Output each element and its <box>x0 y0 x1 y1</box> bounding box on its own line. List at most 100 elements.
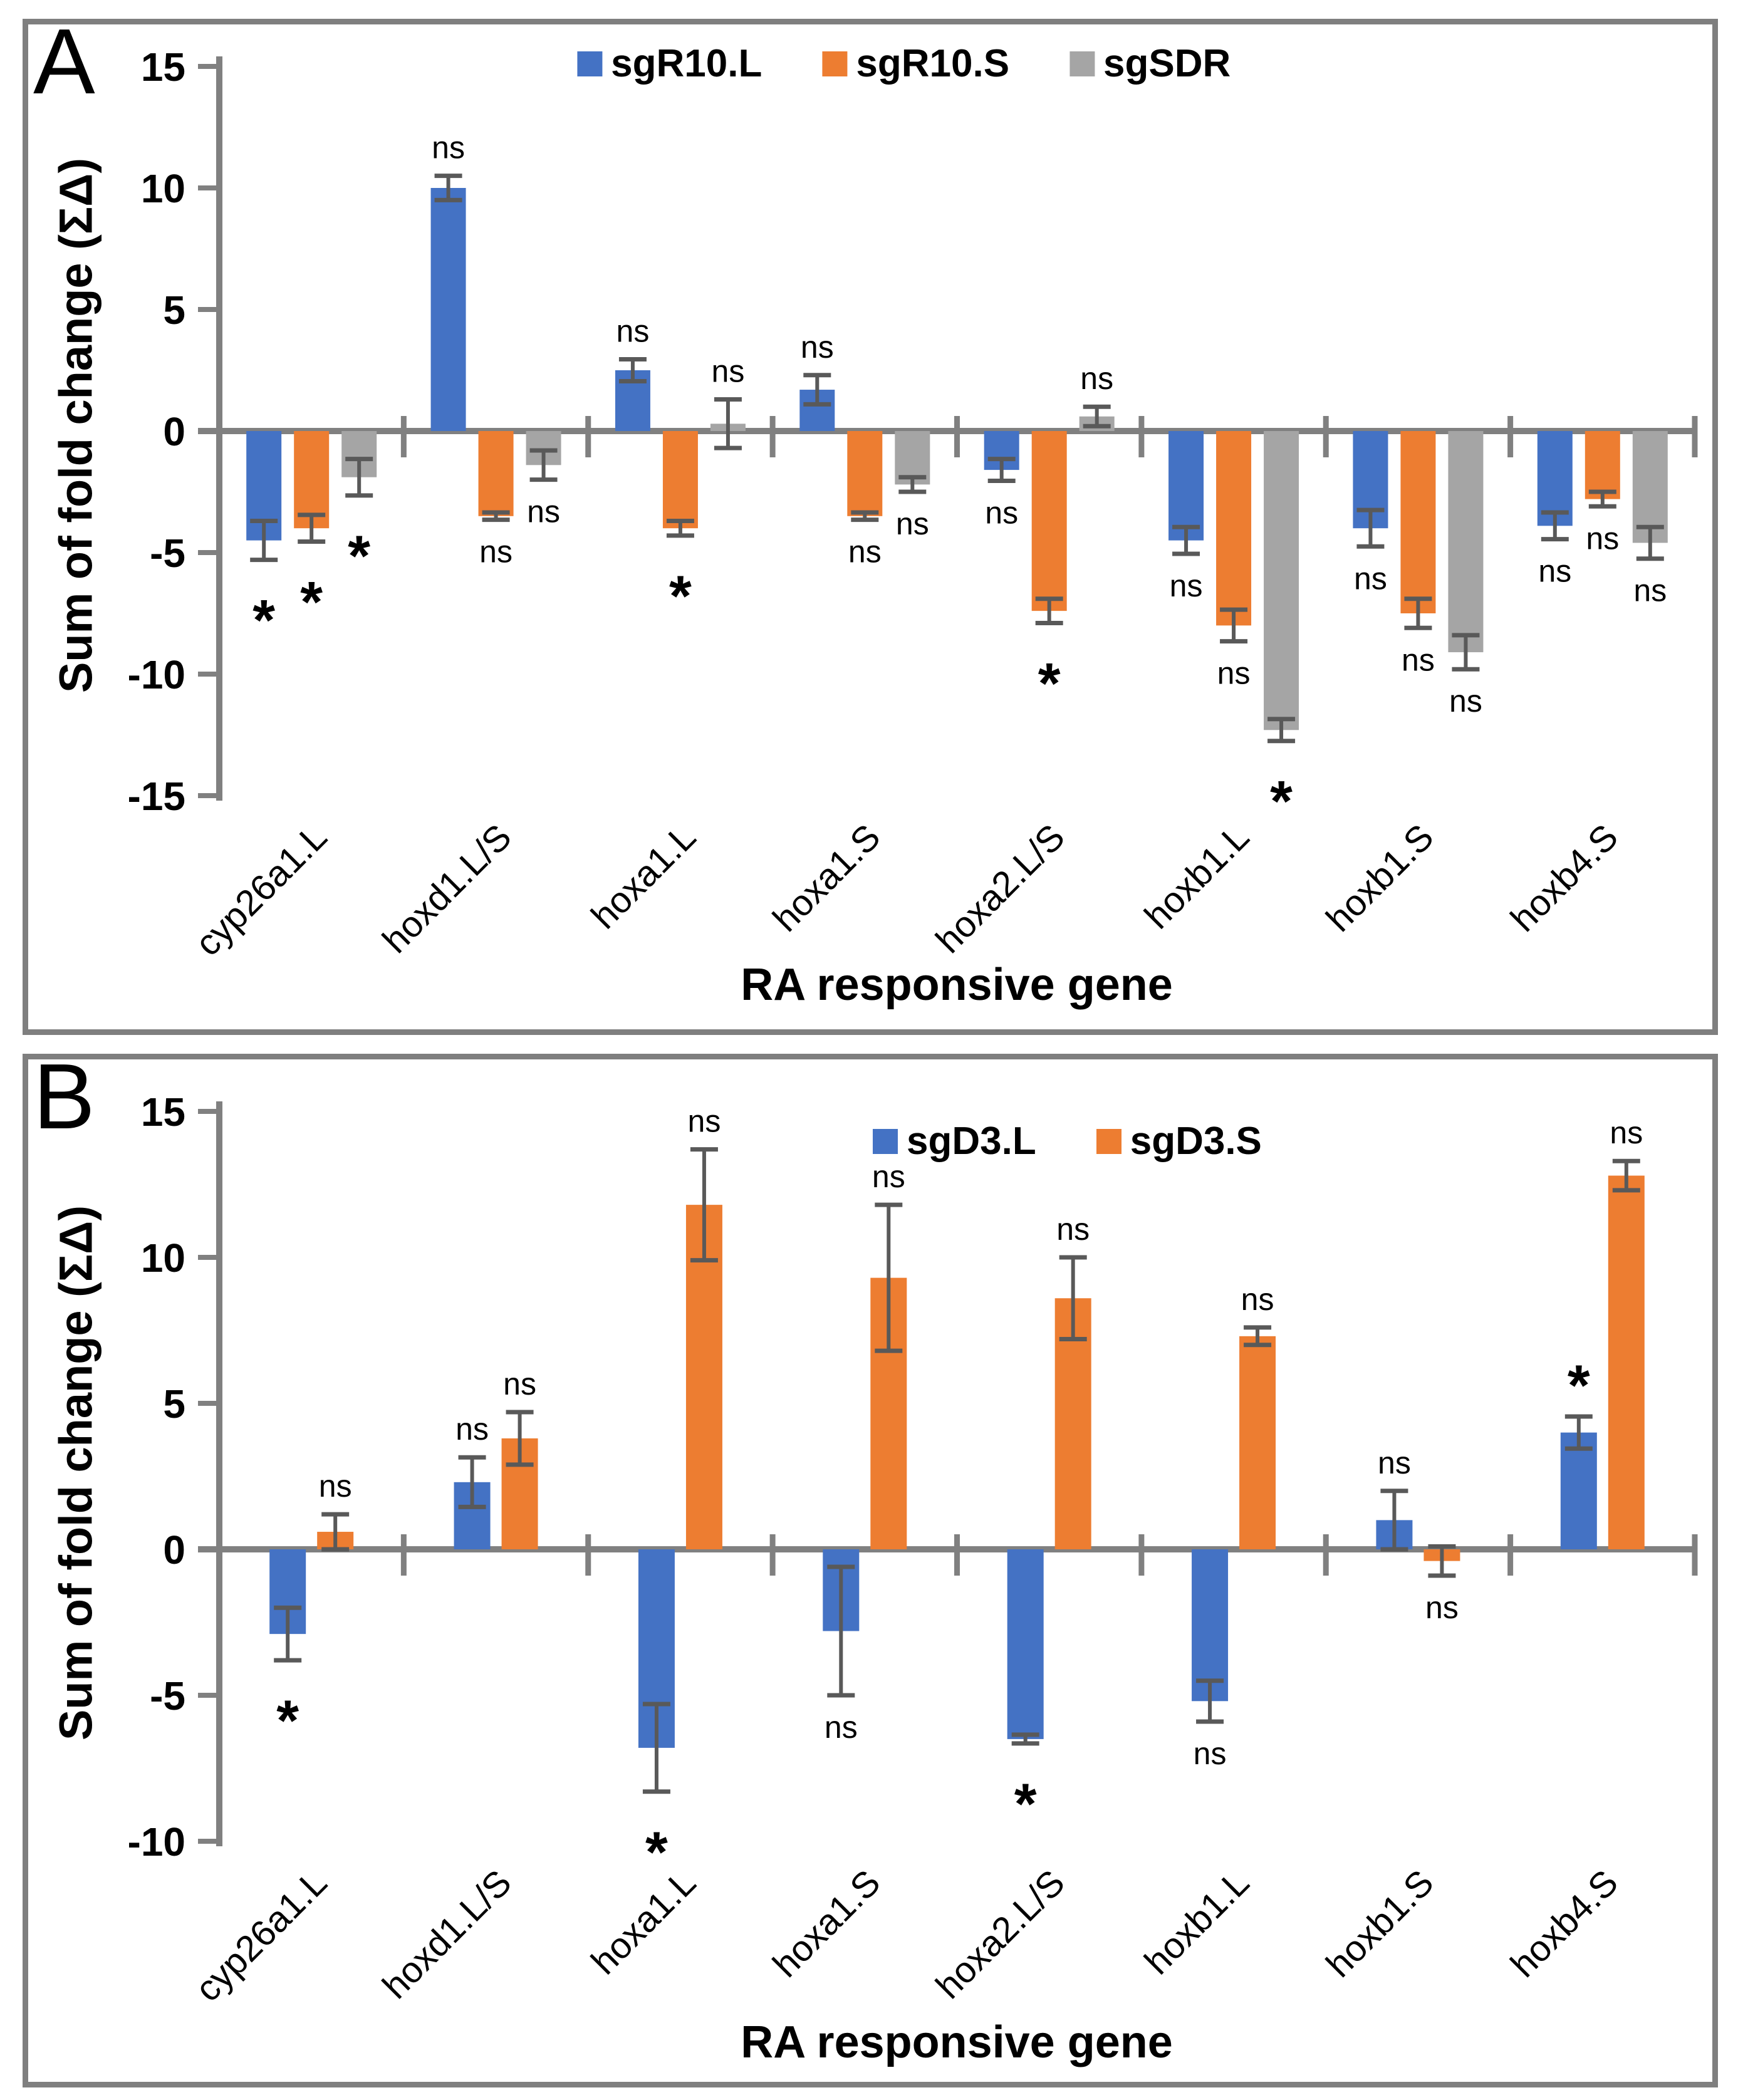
category-label-hoxa2.L/S: hoxa2.L/S <box>928 1862 1073 2007</box>
panel-b: 15 10 5 0 -5 -10 * ns * ns * ns ns * ns ns ns ns ns ns ns ns c… <box>23 1045 1718 2087</box>
bar-sgD3.S-hoxb1.L <box>1239 1336 1276 1549</box>
y-tick-label: 0 <box>163 1527 185 1572</box>
sig-label-sgR10.L-hoxb4.S: ns <box>1538 554 1571 589</box>
sig-label-sgR10.S-hoxb1.L: ns <box>1217 656 1251 691</box>
category-label-hoxb1.L: hoxb1.L <box>1137 1862 1257 1982</box>
sig-label-sgR10.L-hoxa1.S: ns <box>801 330 834 365</box>
legend-label: sgD3.L <box>907 1120 1036 1163</box>
sig-label-sgD3.S-hoxa1.S: ns <box>872 1159 905 1194</box>
bar-sgR10.S-hoxa2.L/S <box>1031 431 1067 611</box>
sig-label-sgD3.L-hoxb4.S: * <box>1568 1354 1590 1418</box>
sig-label-sgR10.L-hoxa1.L: ns <box>617 314 650 349</box>
error-bar-sgR10.S-hoxa1.L <box>666 519 694 538</box>
legend-label: sgSDR <box>1103 42 1231 85</box>
legend-swatch-icon <box>1096 1129 1121 1154</box>
bar-sgR10.S-hoxb1.S <box>1400 431 1436 613</box>
category-label-hoxa1.S: hoxa1.S <box>765 1862 888 1985</box>
legend-label: sgR10.S <box>856 42 1010 85</box>
legend-item-sgD3.L: sgD3.L <box>873 1122 1036 1161</box>
sig-label-sgD3.L-hoxb1.S: ns <box>1378 1445 1411 1480</box>
error-bar-sgD3.L-hoxb1.L <box>1196 1678 1224 1724</box>
error-bar-sgD3.L-hoxa1.S <box>827 1564 855 1698</box>
panel-a-y-axis-title: Sum of fold change (ΣΔ) <box>49 158 102 693</box>
error-bar-sgD3.S-cyp26a1.L <box>321 1512 350 1552</box>
bar-sgR10.S-hoxa1.L <box>662 431 698 529</box>
bar-sgR10.S-hoxd1.L/S <box>478 431 514 516</box>
panel-a-letter: A <box>33 10 95 113</box>
error-bar-sgR10.L-hoxa1.L <box>618 357 647 383</box>
sig-label-sgR10.S-hoxb4.S: ns <box>1586 521 1619 556</box>
error-bar-sgR10.L-hoxb1.S <box>1356 507 1385 549</box>
bar-sgR10.S-hoxb1.L <box>1216 431 1252 626</box>
sig-label-sgSDR-hoxb1.S: ns <box>1449 684 1482 719</box>
error-bar-sgSDR-hoxa2.L/S <box>1083 404 1111 429</box>
category-label-hoxa2.L/S: hoxa2.L/S <box>928 816 1073 961</box>
legend-label: sgR10.L <box>611 42 762 85</box>
sig-label-sgR10.L-hoxb1.L: ns <box>1170 568 1203 603</box>
y-tick-label: 0 <box>163 409 185 454</box>
bar-sgD3.S-hoxb4.S <box>1608 1175 1645 1549</box>
category-label-hoxb1.S: hoxb1.S <box>1318 816 1441 939</box>
error-bar-sgSDR-cyp26a1.L <box>345 457 373 498</box>
sig-label-sgR10.L-hoxb1.S: ns <box>1354 561 1387 596</box>
error-bar-sgR10.S-hoxd1.L/S <box>482 510 510 522</box>
error-bar-sgR10.S-hoxa2.L/S <box>1035 596 1063 626</box>
bar-sgD3.L-hoxa2.L/S <box>1007 1549 1044 1739</box>
sig-label-sgD3.S-hoxa2.L/S: ns <box>1056 1212 1090 1247</box>
sig-label-sgD3.L-hoxa1.L: * <box>645 1821 668 1884</box>
sig-label-sgR10.S-hoxd1.L/S: ns <box>479 534 513 569</box>
panel-b-legend: sgD3.L sgD3.S <box>873 1122 1262 1161</box>
error-bar-sgSDR-hoxb1.S <box>1452 633 1480 672</box>
error-bar-sgR10.L-hoxb1.L <box>1172 524 1200 556</box>
sig-label-sgR10.S-hoxa1.L: * <box>669 564 692 628</box>
sig-label-sgSDR-hoxb1.L: * <box>1270 770 1293 834</box>
sig-label-sgSDR-hoxa1.L: ns <box>712 354 745 389</box>
legend-swatch-icon <box>873 1129 898 1154</box>
legend-label: sgD3.S <box>1130 1120 1262 1163</box>
panel-b-letter: B <box>33 1045 95 1148</box>
category-label-hoxd1.L/S: hoxd1.L/S <box>375 1862 519 2007</box>
sig-label-sgD3.L-hoxa2.L/S: * <box>1014 1772 1037 1836</box>
error-bar-sgD3.S-hoxa2.L/S <box>1059 1255 1087 1341</box>
category-label-hoxb4.S: hoxb4.S <box>1503 816 1626 939</box>
category-label-cyp26a1.L: cyp26a1.L <box>187 1862 335 2009</box>
error-bar-sgSDR-hoxa1.L <box>714 397 742 450</box>
error-bar-sgR10.S-hoxb4.S <box>1588 489 1616 509</box>
error-bar-sgD3.S-hoxb4.S <box>1612 1158 1640 1193</box>
panel-a-x-axis-title: RA responsive gene <box>741 960 1173 1010</box>
error-bar-sgR10.L-hoxd1.L/S <box>434 174 462 202</box>
panel-b-x-axis-title: RA responsive gene <box>741 2017 1173 2067</box>
y-tick-label: 5 <box>163 288 185 333</box>
bar-sgR10.S-hoxa1.S <box>847 431 883 516</box>
sig-label-sgR10.S-hoxb1.S: ns <box>1402 642 1435 677</box>
category-label-cyp26a1.L: cyp26a1.L <box>187 816 335 964</box>
legend-item-sgR10.S: sgR10.S <box>822 44 1009 83</box>
error-bar-sgD3.S-hoxa1.L <box>690 1147 718 1263</box>
sig-label-sgSDR-cyp26a1.L: * <box>348 524 370 588</box>
legend-swatch-icon <box>1069 51 1095 76</box>
error-bar-sgD3.L-hoxd1.L/S <box>458 1455 486 1509</box>
error-bar-sgD3.L-cyp26a1.L <box>274 1605 302 1663</box>
legend-item-sgD3.S: sgD3.S <box>1096 1122 1262 1161</box>
error-bar-sgR10.L-hoxb4.S <box>1541 510 1569 542</box>
error-bar-sgD3.S-hoxa1.S <box>875 1202 903 1353</box>
error-bar-sgD3.L-hoxa2.L/S <box>1011 1732 1039 1746</box>
y-tick-label: -10 <box>128 652 186 697</box>
bar-sgR10.S-hoxb4.S <box>1584 431 1620 499</box>
category-label-hoxa1.S: hoxa1.S <box>765 816 888 939</box>
sig-label-sgD3.S-cyp26a1.L: ns <box>319 1468 352 1504</box>
bar-sgR10.L-hoxb4.S <box>1537 431 1573 526</box>
error-bar-sgSDR-hoxd1.L/S <box>529 448 558 482</box>
legend-swatch-icon <box>577 51 603 76</box>
error-bar-sgD3.L-hoxb4.S <box>1564 1414 1593 1451</box>
sig-label-sgSDR-hoxa2.L/S: ns <box>1080 361 1113 396</box>
error-bar-sgR10.L-cyp26a1.L <box>250 519 278 563</box>
y-tick-label: 10 <box>141 166 185 211</box>
category-label-hoxa1.L: hoxa1.L <box>583 1862 704 1982</box>
sig-label-sgD3.L-hoxd1.L/S: ns <box>455 1411 489 1447</box>
sig-label-sgR10.S-hoxa2.L/S: * <box>1038 652 1061 716</box>
bar-sgR10.L-hoxb1.L <box>1168 431 1204 541</box>
error-bar-sgSDR-hoxb4.S <box>1636 524 1664 561</box>
